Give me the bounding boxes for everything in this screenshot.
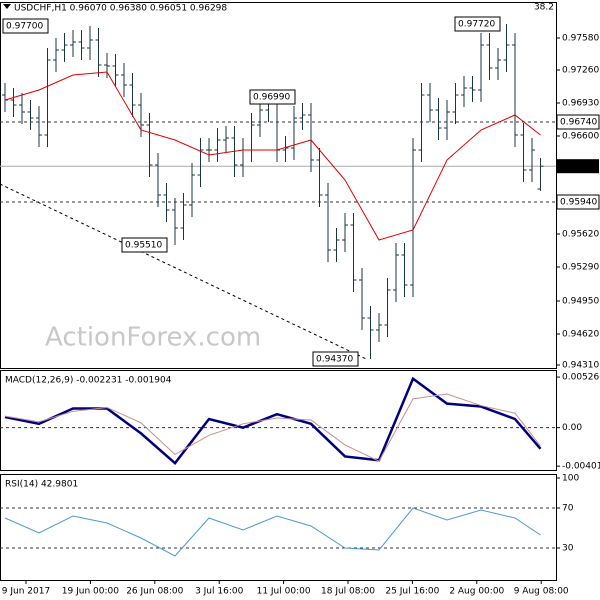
- annotation-label: 0.94370: [316, 355, 353, 365]
- annotation-label: 0.97720: [458, 20, 495, 30]
- current-price-box: [557, 159, 599, 174]
- watermark: ActionForex.com: [45, 323, 261, 353]
- dropdown-icon: [3, 4, 11, 9]
- level-box: [556, 194, 600, 210]
- annotation-label: 0.97700: [6, 22, 43, 32]
- trendline: [0, 183, 367, 360]
- chart-title: USDCHF,H1 0.96070 0.96380 0.96051 0.9629…: [14, 4, 227, 14]
- x-tick-label: 3 Jul 16:00: [195, 587, 244, 597]
- y-tick-label: 0.00: [562, 423, 582, 433]
- y-tick-label: 0.97260: [562, 66, 599, 76]
- macd-panel: [0, 370, 557, 471]
- corner-text: 38.2: [534, 3, 554, 13]
- x-tick-label: 2 Aug 00:00: [449, 587, 504, 597]
- main-panel: [0, 2, 557, 369]
- rsi-title: RSI(14) 42.9801: [5, 480, 78, 490]
- x-tick-label: 19 Jun 00:00: [62, 587, 119, 597]
- x-tick-label: 25 Jul 16:00: [385, 587, 439, 597]
- signal-line: [4, 393, 541, 462]
- y-tick-label: 0.97580: [562, 34, 599, 44]
- annotation-box: [312, 351, 359, 367]
- level-label: 0.95940: [560, 198, 597, 208]
- y-tick-label: 30: [562, 544, 574, 554]
- y-tick-label: 0.94620: [562, 330, 599, 340]
- x-tick-label: 18 Jul 08:00: [321, 587, 375, 597]
- annotation-box: [454, 16, 501, 32]
- level-box: [556, 114, 600, 130]
- y-tick-label: 0.96600: [562, 132, 599, 142]
- macd-title: MACD(12,26,9) -0.002231 -0.001904: [5, 376, 172, 386]
- rsi-panel: [0, 474, 557, 581]
- rsi-line: [4, 507, 541, 557]
- x-tick-label: 9 Jun 2017: [2, 587, 50, 597]
- x-tick-label: 11 Jul 00:00: [257, 587, 311, 597]
- y-tick-label: 0.94950: [562, 297, 599, 307]
- y-tick-label: 100: [562, 474, 579, 484]
- x-tick-label: 26 Jun 08:00: [126, 587, 183, 597]
- annotation-box: [2, 18, 49, 34]
- current-price-label: 0.96298: [560, 162, 597, 172]
- y-tick-label: 0.94310: [562, 361, 599, 371]
- annotation-box: [121, 237, 168, 253]
- annotation-label: 0.96990: [253, 93, 290, 103]
- y-tick-label: 0.005266: [562, 373, 600, 383]
- x-tick-label: 9 Aug 08:00: [514, 587, 569, 597]
- moving-average: [4, 71, 541, 241]
- annotation-label: 0.95510: [125, 241, 162, 251]
- y-tick-label: 70: [562, 504, 574, 514]
- y-tick-label: 0.95620: [562, 230, 599, 240]
- annotation-box: [249, 89, 296, 105]
- y-tick-label: 0.95290: [562, 263, 599, 273]
- level-label: 0.96740: [560, 118, 597, 128]
- y-tick-label: 0.96930: [562, 99, 599, 109]
